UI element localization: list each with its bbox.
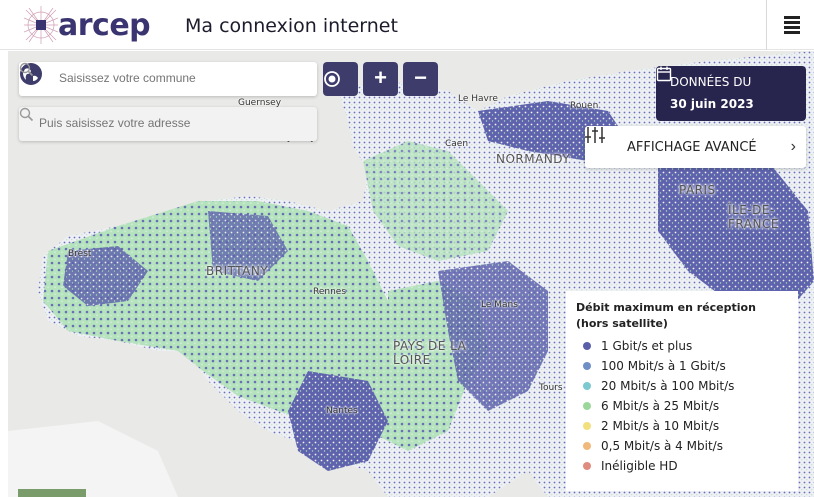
legend-list: 1 Gbit/s et plus 100 Mbit/s à 1 Gbit/s 2… — [576, 337, 788, 477]
locate-button[interactable] — [323, 62, 358, 96]
advanced-display-button[interactable]: AFFICHAGE AVANCÉ › — [585, 126, 806, 168]
address-search-box[interactable] — [19, 107, 317, 141]
map-label-brest: Brest — [68, 249, 92, 259]
legend-item: 1 Gbit/s et plus — [576, 337, 788, 357]
coverage-map[interactable]: Guernsey Jersey Le Havre Rouen Caen Bres… — [8, 51, 814, 497]
map-region-brittany: BRITTANY — [206, 264, 269, 278]
legend-dot — [583, 422, 591, 430]
commune-search-input[interactable] — [59, 71, 279, 85]
map-label-le-mans: Le Mans — [481, 300, 518, 310]
map-region-ile-de-france: ÎLE-DE-FRANCE — [728, 203, 779, 231]
map-region-paris: PARIS — [679, 183, 716, 197]
legend-label: 20 Mbit/s à 100 Mbit/s — [601, 379, 735, 393]
legend-dot — [583, 382, 591, 390]
legend-item: 2 Mbit/s à 10 Mbit/s — [576, 417, 788, 437]
legend-label: 1 Gbit/s et plus — [601, 339, 693, 353]
zoom-in-button[interactable]: + — [363, 62, 398, 96]
legend-item: 20 Mbit/s à 100 Mbit/s — [576, 377, 788, 397]
legend-item: 0,5 Mbit/s à 4 Mbit/s — [576, 437, 788, 457]
sliders-icon — [585, 127, 605, 143]
legend-label: 2 Mbit/s à 10 Mbit/s — [601, 419, 720, 433]
legend-label: 0,5 Mbit/s à 4 Mbit/s — [601, 439, 723, 453]
legend-item: 100 Mbit/s à 1 Gbit/s — [576, 357, 788, 377]
calendar-icon[interactable] — [656, 66, 672, 82]
legend-dot — [583, 402, 591, 410]
map-region-normandy: NORMANDY — [496, 152, 571, 166]
arcep-emblem-icon — [24, 6, 58, 44]
app-header: arcep Ma connexion internet — [0, 0, 814, 50]
legend-dot — [583, 442, 591, 450]
legend-label: 6 Mbit/s à 25 Mbit/s — [601, 399, 720, 413]
data-date-panel[interactable]: DONNÉES DU 30 juin 2023 — [656, 66, 806, 121]
map-legend: Débit maximum en réception (hors satelli… — [566, 291, 798, 491]
target-icon — [324, 71, 340, 87]
page-title: Ma connexion internet — [185, 15, 398, 37]
legend-dot — [583, 462, 591, 470]
header-divider — [766, 0, 767, 50]
date-label: DONNÉES DU — [670, 75, 752, 89]
map-label-nantes: Nantes — [326, 406, 358, 416]
legend-item: 6 Mbit/s à 25 Mbit/s — [576, 397, 788, 417]
legend-dot — [583, 362, 591, 370]
hamburger-icon[interactable] — [778, 14, 806, 36]
map-region-pays-de-la-loire: PAYS DE LA LOIRE — [393, 339, 467, 367]
search-icon[interactable] — [19, 107, 34, 122]
legend-title: Débit maximum en réception (hors satelli… — [576, 301, 756, 330]
advanced-display-label: AFFICHAGE AVANCÉ — [627, 140, 757, 155]
legend-label: Inéligible HD — [601, 459, 678, 473]
search-icon[interactable] — [19, 62, 34, 77]
logo-text: arcep — [58, 8, 151, 43]
commune-search-box[interactable] — [19, 62, 317, 96]
date-value: 30 juin 2023 — [670, 97, 754, 111]
map-label-guernsey: Guernsey — [238, 98, 282, 108]
arcep-logo[interactable]: arcep — [24, 6, 151, 46]
chevron-right-icon: › — [790, 138, 796, 155]
map-label-le-havre: Le Havre — [458, 94, 498, 104]
map-label-rennes: Rennes — [313, 287, 347, 297]
legend-dot — [583, 342, 591, 350]
map-label-rouen: Rouen — [570, 101, 599, 111]
map-label-caen: Caen — [445, 139, 469, 149]
legend-item: Inéligible HD — [576, 457, 788, 477]
legend-label: 100 Mbit/s à 1 Gbit/s — [601, 359, 726, 373]
zoom-out-button[interactable]: − — [403, 62, 438, 96]
address-search-input[interactable] — [39, 116, 259, 130]
map-label-tours: Tours — [539, 383, 563, 393]
